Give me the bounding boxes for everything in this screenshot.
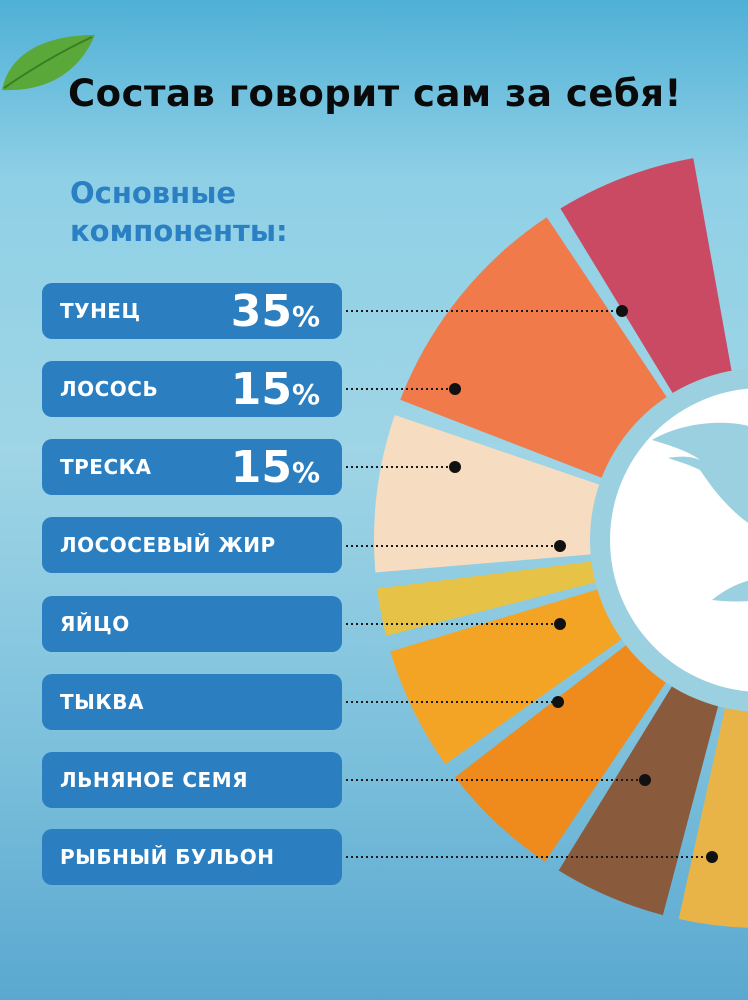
ingredient-percent: 15% bbox=[230, 441, 320, 493]
wheel-segment bbox=[374, 414, 602, 573]
ingredient-badge: ЛЬНЯНОЕ СЕМЯ bbox=[42, 752, 342, 808]
connector-dot bbox=[706, 851, 718, 863]
fish-icon bbox=[652, 422, 748, 602]
ingredient-badge: ТРЕСКА 15% bbox=[42, 439, 342, 495]
ingredient-name: ТЫКВА bbox=[60, 690, 144, 714]
ingredient-name: ЯЙЦО bbox=[60, 612, 130, 636]
wheel-segment bbox=[558, 684, 719, 916]
connector-dot bbox=[554, 618, 566, 630]
section-subtitle: Основные компоненты: bbox=[70, 176, 288, 248]
wheel-segment bbox=[560, 158, 732, 395]
ingredient-name: ЛОСОСЕВЫЙ ЖИР bbox=[60, 533, 276, 557]
wheel-segment bbox=[377, 561, 598, 636]
ingredient-badge: ТЫКВА bbox=[42, 674, 342, 730]
connector-dot bbox=[552, 696, 564, 708]
wheel-segment bbox=[678, 706, 748, 928]
connector-dot bbox=[449, 383, 461, 395]
connector-dot bbox=[616, 305, 628, 317]
ingredient-percent: 35% bbox=[230, 285, 320, 337]
ingredient-badge: ЯЙЦО bbox=[42, 596, 342, 652]
ingredient-name: ТРЕСКА bbox=[60, 455, 152, 479]
ingredient-badge: ЛОСОСЕВЫЙ ЖИР bbox=[42, 517, 342, 573]
leaf-icon bbox=[2, 35, 95, 91]
ingredient-badge: ЛОСОСЬ 15% bbox=[42, 361, 342, 417]
ingredient-percent: 15% bbox=[230, 363, 320, 415]
ingredient-name: ЛЬНЯНОЕ СЕМЯ bbox=[60, 768, 249, 792]
connector-dot bbox=[554, 540, 566, 552]
ingredient-name: РЫБНЫЙ БУЛЬОН bbox=[60, 845, 275, 869]
connector-dot bbox=[639, 774, 651, 786]
connector-dot bbox=[449, 461, 461, 473]
wheel-segment bbox=[390, 588, 624, 765]
wheel-segment bbox=[455, 643, 667, 862]
page-title: Состав говорит сам за себя! bbox=[68, 72, 682, 115]
wheel-segment bbox=[400, 217, 668, 479]
ingredient-name: ТУНЕЦ bbox=[60, 299, 141, 323]
ingredient-name: ЛОСОСЬ bbox=[60, 377, 159, 401]
ingredient-badge: ТУНЕЦ 35% bbox=[42, 283, 342, 339]
ingredient-badge: РЫБНЫЙ БУЛЬОН bbox=[42, 829, 342, 885]
